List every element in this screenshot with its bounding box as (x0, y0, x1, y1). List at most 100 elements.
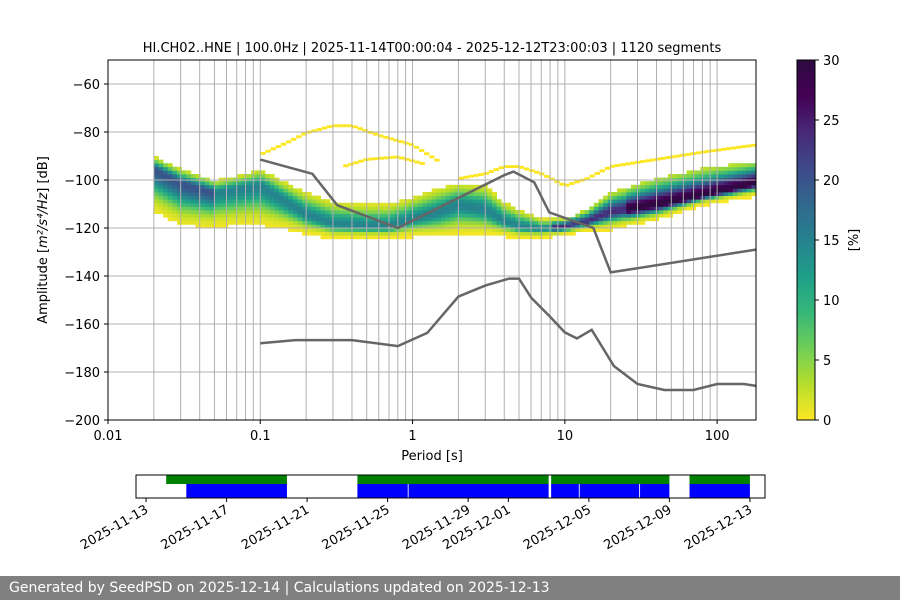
heatmap-cell (686, 202, 692, 207)
heatmap-cell (422, 220, 428, 225)
heatmap-cell (306, 210, 312, 214)
heatmap-outlier-cell (413, 145, 420, 149)
x-axis-ticks: 0.01 0.1 1 10 100 (94, 420, 730, 444)
heatmap-cell (431, 217, 437, 222)
heatmap-cell (353, 224, 359, 229)
heatmap-cell (732, 163, 738, 168)
heatmap-cell (487, 220, 493, 225)
heatmap-cell (491, 206, 498, 211)
heatmap-cell (357, 220, 363, 225)
heatmap-cell (186, 217, 192, 222)
heatmap-cell (223, 195, 229, 200)
heatmap-cell (450, 213, 456, 218)
heatmap-cell (728, 184, 734, 189)
heatmap-cell (626, 192, 632, 196)
heatmap-cell (329, 231, 335, 236)
heatmap-outlier-cell (675, 154, 681, 158)
heatmap-cell (329, 235, 335, 240)
heatmap-cell (478, 217, 484, 222)
heatmap-cell (153, 170, 159, 175)
data-availability-bar (551, 475, 670, 484)
heatmap-cell (399, 217, 405, 222)
heatmap-cell (640, 184, 646, 189)
heatmap-cell (325, 224, 331, 229)
y-tick-label: −60 (73, 78, 100, 93)
heatmap-cell (292, 220, 298, 225)
heatmap-cell (283, 217, 289, 222)
heatmap-cell (241, 217, 247, 222)
heatmap-cell (380, 202, 386, 207)
heatmap-cell (380, 213, 386, 218)
heatmap-cell (496, 206, 502, 211)
heatmap-cell (445, 195, 451, 200)
heatmap-cell (640, 213, 646, 218)
heatmap-cell (621, 206, 627, 211)
heatmap-cell (579, 217, 586, 222)
timeline-tick-label: 2025-12-09 (601, 502, 674, 553)
heatmap-outlier-cell (404, 157, 410, 161)
heatmap-cell (505, 213, 511, 218)
heatmap-cell (292, 228, 298, 232)
heatmap-cell (357, 231, 363, 236)
heatmap-cell (473, 224, 479, 229)
heatmap-cell (399, 199, 405, 204)
heatmap-outlier-cell (493, 168, 500, 172)
heatmap-cell (348, 228, 354, 232)
heatmap-cell (204, 213, 210, 218)
heatmap-cell (153, 174, 159, 178)
heatmap-cell (737, 174, 743, 178)
heatmap-outlier-cell (529, 169, 535, 173)
timeline-panel: 2025-11-13 2025-11-17 2025-11-21 2025-11-25… (78, 474, 766, 553)
heatmap-cell (579, 210, 586, 214)
heatmap-outlier-cell (629, 161, 636, 165)
heatmap-outlier-cell (326, 125, 333, 129)
heatmap-cell (667, 181, 674, 186)
heatmap-cell (705, 181, 711, 186)
heatmap-cell (436, 199, 442, 204)
heatmap-cell (302, 224, 308, 229)
heatmap-cell (417, 195, 423, 200)
heatmap-cell (723, 170, 729, 175)
heatmap-cell (366, 220, 372, 225)
heatmap-cell (399, 220, 405, 225)
heatmap-outlier-cell (670, 155, 676, 159)
heatmap-cell (265, 213, 271, 218)
heatmap-cell (246, 210, 252, 214)
heatmap-cell (589, 206, 595, 211)
heatmap-cell (468, 195, 474, 200)
heatmap-cell (441, 220, 447, 225)
heatmap-cell (158, 174, 164, 178)
timeline-tick-label: 2025-12-05 (521, 502, 594, 553)
heatmap-cell (640, 202, 646, 207)
heatmap-cell (626, 217, 632, 222)
heatmap-cell (315, 199, 321, 204)
heatmap-outlier-cell (408, 143, 415, 147)
heatmap-cell (533, 228, 539, 232)
heatmap-cell (232, 206, 238, 211)
heatmap-cell (209, 192, 215, 196)
heatmap-cell (746, 195, 752, 200)
heatmap-outlier-cell (265, 149, 271, 153)
heatmap-cell (394, 213, 400, 218)
heatmap-cell (728, 192, 734, 196)
heatmap-cell (579, 213, 586, 218)
heatmap-cell (496, 199, 502, 204)
heatmap-cell (315, 206, 321, 211)
heatmap-cell (681, 206, 687, 211)
footer-bar: Generated by SeedPSD on 2025-12-14 | Cal… (0, 576, 900, 600)
heatmap-cell (630, 188, 636, 193)
heatmap-cell (214, 192, 220, 196)
heatmap-cell (464, 213, 470, 218)
heatmap-cell (278, 199, 284, 204)
heatmap-cell (186, 192, 192, 196)
heatmap-cell (292, 188, 298, 193)
heatmap-cell (237, 217, 243, 222)
heatmap-cell (348, 235, 354, 240)
heatmap-cell (390, 217, 396, 222)
heatmap-cell (589, 217, 595, 222)
heatmap-cell (204, 192, 210, 196)
heatmap-outlier-cell (730, 146, 737, 150)
heatmap-cell (450, 192, 456, 196)
heatmap-cell (385, 228, 391, 232)
heatmap-cell (177, 217, 183, 222)
